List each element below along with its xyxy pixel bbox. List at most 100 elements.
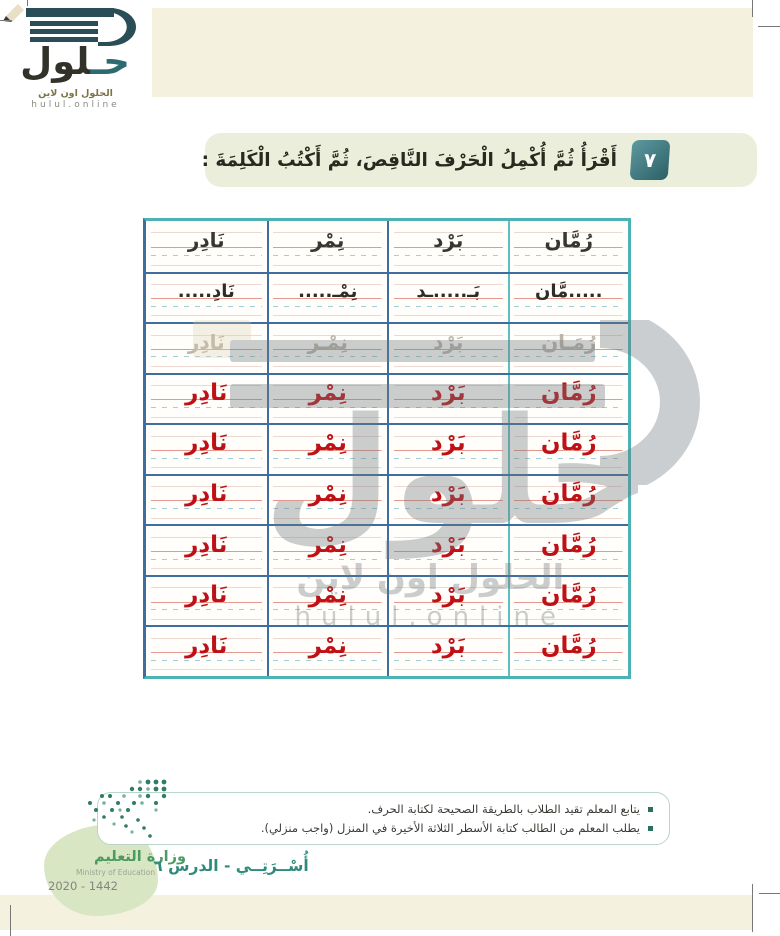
crop-mark bbox=[752, 884, 753, 932]
hulul-logo: حـلول الحلول اون لاين hulul.online bbox=[0, 0, 152, 118]
practice-cell: بَـ.....ـد bbox=[387, 273, 508, 323]
crop-mark bbox=[10, 905, 11, 936]
answer-word: رُمَّان bbox=[540, 632, 597, 659]
table-row: رُمَّان بَرْد نِمْر نَادِر bbox=[146, 625, 628, 676]
trace-word: رُمَـان bbox=[541, 330, 597, 355]
note-text: يتابع المعلم تقيد الطلاب بالطريقة الصحيح… bbox=[367, 802, 640, 816]
practice-cell: رُمَّان bbox=[507, 221, 628, 272]
answer-word: نَادِر bbox=[185, 531, 228, 558]
practice-cell: نِمْر bbox=[266, 475, 387, 525]
practice-cell: نَادِر bbox=[146, 324, 267, 373]
model-word: رُمَّان bbox=[544, 228, 593, 253]
answer-word: بَرْد bbox=[430, 481, 466, 508]
table-row: .....مَّان بَـ.....ـد نِمْـ..... نَادِ..… bbox=[146, 271, 628, 323]
book-logo-icon bbox=[3, 4, 136, 46]
practice-cell: بَرْد bbox=[387, 475, 508, 525]
answer-word: نِمْر bbox=[308, 430, 347, 457]
practice-cell: .....مَّان bbox=[507, 273, 628, 323]
practice-cell: نِمْر bbox=[266, 374, 387, 424]
missing-letter-word: نِمْـ..... bbox=[298, 281, 358, 303]
crop-mark bbox=[0, 20, 12, 21]
answer-word: بَرْد bbox=[430, 582, 466, 609]
answer-word: رُمَّان bbox=[540, 481, 597, 508]
crop-mark bbox=[27, 0, 28, 6]
answer-word: رُمَّان bbox=[540, 531, 597, 558]
missing-letter-word: .....مَّان bbox=[535, 281, 603, 303]
practice-cell: رُمَـان bbox=[507, 324, 628, 373]
practice-cell: نَادِ..... bbox=[146, 273, 267, 323]
crop-mark bbox=[752, 0, 753, 17]
missing-letter-word: بَـ.....ـد bbox=[416, 281, 481, 303]
practice-cell: بَرْد bbox=[387, 526, 508, 575]
brand-tagline-arabic: الحلول اون لاين bbox=[38, 88, 113, 99]
bullet-icon bbox=[648, 825, 653, 831]
model-word: نَادِر bbox=[187, 228, 225, 253]
teacher-notes-box: يتابع المعلم تقيد الطلاب بالطريقة الصحيح… bbox=[97, 792, 670, 845]
practice-cell: بَرْد bbox=[387, 425, 508, 474]
practice-cell: نِمْر bbox=[266, 221, 387, 272]
practice-cell: بَرْد bbox=[387, 374, 508, 424]
answer-word: نَادِر bbox=[185, 430, 228, 457]
exercise-number-badge: ٧ bbox=[629, 140, 671, 180]
table-row: رُمَـان بَرْد نِمْـر نَادِر bbox=[146, 322, 628, 373]
answer-word: نِمْر bbox=[308, 481, 347, 508]
practice-cell: نِمْر bbox=[266, 425, 387, 474]
answer-word: بَرْد bbox=[430, 379, 466, 406]
trace-word: نَادِر bbox=[187, 330, 225, 355]
ministry-dots-icon bbox=[88, 779, 167, 838]
ministry-name-english: Ministry of Education bbox=[76, 868, 156, 877]
answer-word: نَادِر bbox=[185, 582, 228, 609]
model-word: بَرْد bbox=[433, 228, 464, 253]
table-row: رُمَّان بَرْد نِمْر نَادِر bbox=[146, 473, 628, 525]
practice-cell: نِمْـر bbox=[266, 324, 387, 373]
practice-cell: نَادِر bbox=[146, 526, 267, 575]
table-row: رُمَّان بَرْد نِمْر نَادِر bbox=[146, 574, 628, 626]
answer-word: نِمْر bbox=[308, 632, 347, 659]
ministry-name-arabic: وزارة التعليم bbox=[93, 849, 186, 865]
practice-cell: رُمَّان bbox=[507, 374, 628, 424]
practice-cell: نَادِر bbox=[146, 627, 267, 676]
practice-cell: نِمْـ..... bbox=[266, 273, 387, 323]
table-row: رُمَّان بَرْد نِمْر نَادِر bbox=[146, 423, 628, 474]
handwriting-practice-table: رُمَّان بَرْد نِمْر نَادِر .....مَّان بَ… bbox=[143, 218, 631, 679]
practice-cell: نَادِر bbox=[146, 576, 267, 626]
answer-word: بَرْد bbox=[430, 531, 466, 558]
practice-cell: رُمَّان bbox=[507, 627, 628, 676]
answer-word: نِمْر bbox=[308, 582, 347, 609]
practice-cell: بَرْد bbox=[387, 576, 508, 626]
practice-cell: رُمَّان bbox=[507, 526, 628, 575]
note-text: يطلب المعلم من الطالب كتابة الأسطر الثلا… bbox=[260, 821, 640, 835]
note-line: يتابع المعلم تقيد الطلاب بالطريقة الصحيح… bbox=[114, 802, 653, 816]
practice-cell: رُمَّان bbox=[507, 475, 628, 525]
brand-wordmark: حـلول bbox=[20, 40, 132, 83]
practice-cell: نِمْر bbox=[266, 576, 387, 626]
crop-mark bbox=[758, 26, 780, 27]
brand-tagline-english: hulul.online bbox=[31, 100, 120, 110]
answer-word: رُمَّان bbox=[540, 379, 597, 406]
note-line: يطلب المعلم من الطالب كتابة الأسطر الثلا… bbox=[114, 821, 653, 835]
practice-cell: نَادِر bbox=[146, 475, 267, 525]
answer-word: نَادِر bbox=[185, 481, 228, 508]
lesson-label: أُسْــرَتِــي - الدرس ٦ bbox=[153, 857, 309, 875]
practice-cell: بَرْد bbox=[387, 627, 508, 676]
practice-cell: نِمْر bbox=[266, 627, 387, 676]
crop-mark bbox=[759, 893, 780, 894]
practice-cell: بَرْد bbox=[387, 221, 508, 272]
table-row: رُمَّان بَرْد نِمْر نَادِر bbox=[146, 372, 628, 424]
answer-word: رُمَّان bbox=[540, 430, 597, 457]
answer-word: بَرْد bbox=[430, 632, 466, 659]
practice-cell: نَادِر bbox=[146, 221, 267, 272]
answer-word: نِمْر bbox=[308, 531, 347, 558]
answer-word: نِمْر bbox=[308, 379, 347, 406]
answer-word: بَرْد bbox=[430, 430, 466, 457]
practice-cell: بَرْد bbox=[387, 324, 508, 373]
exercise-instruction: أَقْرَأُ ثُمَّ أُكْمِلُ الْحَرْفَ النَّا… bbox=[201, 149, 617, 171]
trace-word: نِمْـر bbox=[307, 330, 348, 355]
practice-cell: رُمَّان bbox=[507, 576, 628, 626]
table-row: رُمَّان بَرْد نِمْر نَادِر bbox=[146, 524, 628, 575]
missing-letter-word: نَادِ..... bbox=[177, 281, 235, 303]
answer-word: نَادِر bbox=[185, 379, 228, 406]
exercise-header: أَقْرَأُ ثُمَّ أُكْمِلُ الْحَرْفَ النَّا… bbox=[201, 133, 757, 187]
answer-word: نَادِر bbox=[185, 632, 228, 659]
